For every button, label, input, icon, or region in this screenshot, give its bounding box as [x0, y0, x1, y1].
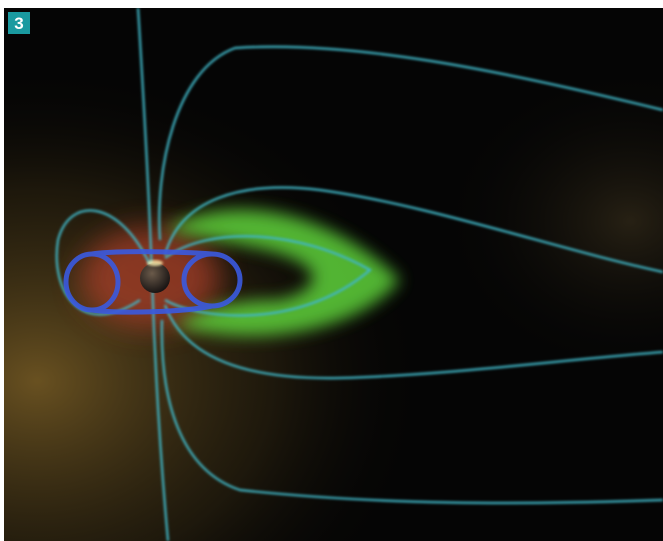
- label-box: [8, 12, 30, 34]
- ring-current: [63, 249, 243, 315]
- field-lines: [55, 7, 663, 541]
- frame: [0, 0, 4, 541]
- frame: [0, 0, 663, 8]
- aurora: [147, 260, 163, 266]
- figure-label: 3: [14, 14, 23, 33]
- green-belt: [165, 209, 400, 336]
- planet: [140, 263, 170, 293]
